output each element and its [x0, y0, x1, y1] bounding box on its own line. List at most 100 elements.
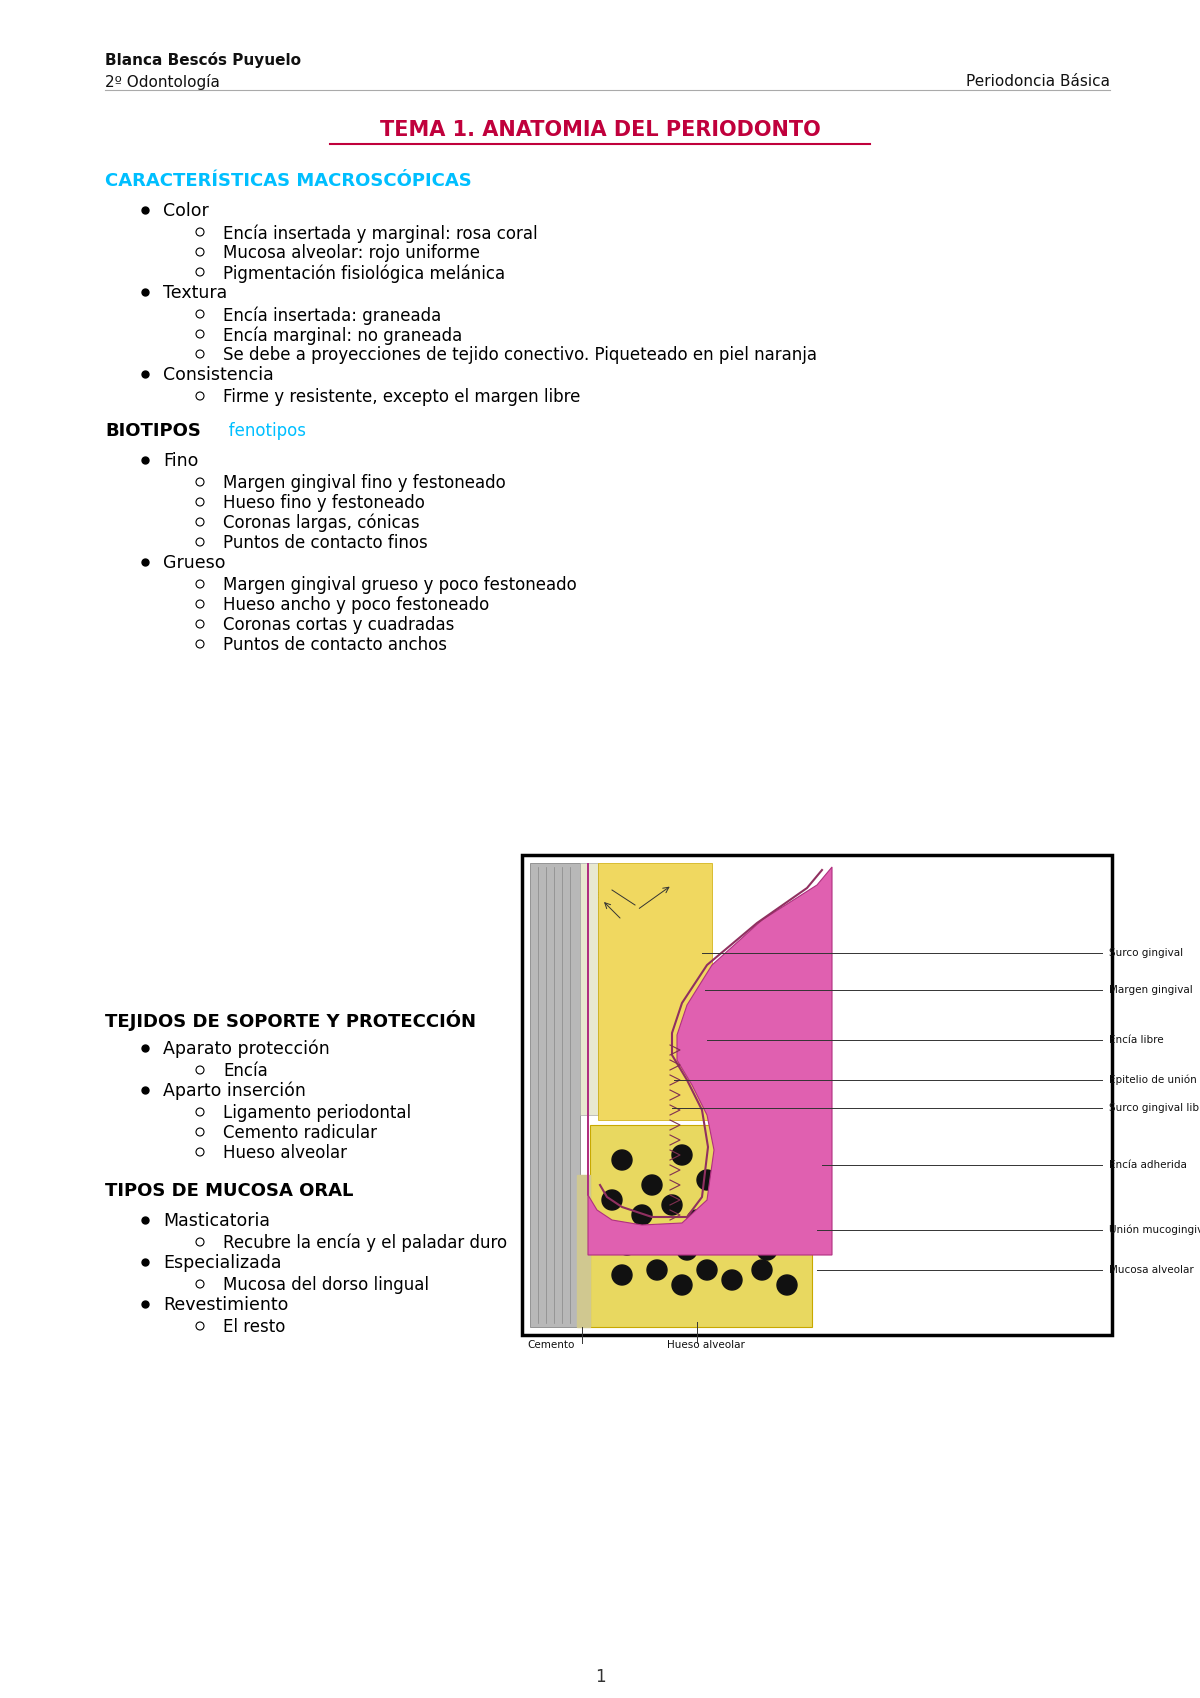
Circle shape	[672, 1275, 692, 1296]
Circle shape	[632, 1206, 652, 1224]
Text: Margen gingival: Margen gingival	[1109, 985, 1193, 995]
Text: Dentina: Dentina	[564, 874, 605, 885]
Circle shape	[196, 1280, 204, 1289]
Text: Fino: Fino	[163, 452, 198, 470]
Text: Textura: Textura	[163, 284, 227, 302]
Text: Coronas largas, cónicas: Coronas largas, cónicas	[223, 514, 420, 533]
Text: Ligamento periodontal: Ligamento periodontal	[223, 1104, 412, 1122]
Text: Coronas cortas y cuadradas: Coronas cortas y cuadradas	[223, 616, 455, 633]
Circle shape	[196, 1238, 204, 1246]
Text: Encía: Encía	[223, 1061, 268, 1080]
Circle shape	[677, 1240, 697, 1260]
Circle shape	[196, 538, 204, 547]
Circle shape	[196, 620, 204, 628]
Circle shape	[196, 228, 204, 236]
Polygon shape	[577, 1175, 590, 1328]
Circle shape	[196, 1127, 204, 1136]
Circle shape	[778, 1275, 797, 1296]
Bar	[530, 863, 580, 1328]
Circle shape	[757, 1240, 778, 1260]
Circle shape	[702, 1229, 722, 1250]
Circle shape	[196, 329, 204, 338]
Circle shape	[196, 1148, 204, 1156]
Circle shape	[782, 1200, 802, 1219]
Circle shape	[722, 1270, 742, 1290]
Circle shape	[712, 1190, 732, 1211]
Text: Unión mucogingival: Unión mucogingival	[1109, 1224, 1200, 1234]
Text: TEJIDOS DE SOPORTE Y PROTECCIÓN: TEJIDOS DE SOPORTE Y PROTECCIÓN	[106, 1010, 476, 1031]
Circle shape	[742, 1175, 762, 1195]
Bar	[580, 863, 598, 1116]
Circle shape	[612, 1265, 632, 1285]
Text: Encía marginal: no graneada: Encía marginal: no graneada	[223, 326, 462, 345]
Text: Mucosa alveolar: rojo uniforme: Mucosa alveolar: rojo uniforme	[223, 245, 480, 261]
Bar	[590, 1126, 812, 1328]
Circle shape	[196, 248, 204, 256]
Circle shape	[196, 640, 204, 649]
Text: Hueso alveolar: Hueso alveolar	[667, 1340, 745, 1350]
Text: Color: Color	[163, 202, 209, 221]
Text: BIOTIPOS: BIOTIPOS	[106, 423, 200, 440]
Text: Margen gingival grueso y poco festoneado: Margen gingival grueso y poco festoneado	[223, 576, 577, 594]
Text: Masticatoria: Masticatoria	[163, 1212, 270, 1229]
Text: 1: 1	[595, 1667, 605, 1686]
Circle shape	[602, 1190, 622, 1211]
Circle shape	[727, 1219, 746, 1240]
Circle shape	[722, 1150, 742, 1170]
Circle shape	[672, 1144, 692, 1165]
Text: Mucosa del dorso lingual: Mucosa del dorso lingual	[223, 1275, 430, 1294]
Text: Hueso alveolar: Hueso alveolar	[223, 1144, 347, 1161]
Circle shape	[697, 1170, 718, 1190]
Text: Puntos de contacto finos: Puntos de contacto finos	[223, 533, 427, 552]
Text: Recubre la encía y el paladar duro: Recubre la encía y el paladar duro	[223, 1234, 508, 1253]
Circle shape	[617, 1234, 637, 1255]
Circle shape	[196, 350, 204, 358]
Text: Consistencia: Consistencia	[163, 367, 274, 384]
Text: Encía libre: Encía libre	[1109, 1036, 1164, 1044]
Text: Mucosa alveolar: Mucosa alveolar	[1109, 1265, 1194, 1275]
Circle shape	[196, 599, 204, 608]
Circle shape	[686, 1211, 707, 1229]
Circle shape	[742, 1206, 762, 1224]
Text: Epitelio de unión: Epitelio de unión	[1109, 1075, 1196, 1085]
Text: Margen gingival fino y festoneado: Margen gingival fino y festoneado	[223, 474, 505, 492]
Circle shape	[612, 1150, 632, 1170]
Text: Se debe a proyecciones de tejido conectivo. Piqueteado en piel naranja: Se debe a proyecciones de tejido conecti…	[223, 346, 817, 363]
Circle shape	[642, 1175, 662, 1195]
Text: Especializada: Especializada	[163, 1255, 282, 1272]
Circle shape	[767, 1185, 787, 1206]
Text: Encía insertada: graneada: Encía insertada: graneada	[223, 306, 442, 324]
Circle shape	[196, 311, 204, 318]
Circle shape	[196, 498, 204, 506]
Text: Hueso fino y festoneado: Hueso fino y festoneado	[223, 494, 425, 513]
Circle shape	[196, 1066, 204, 1075]
Text: Hueso ancho y poco festoneado: Hueso ancho y poco festoneado	[223, 596, 490, 615]
Text: CARACTERÍSTICAS MACROSCÓPICAS: CARACTERÍSTICAS MACROSCÓPICAS	[106, 171, 472, 190]
Text: Firme y resistente, excepto el margen libre: Firme y resistente, excepto el margen li…	[223, 389, 581, 406]
Text: Revestimiento: Revestimiento	[163, 1296, 288, 1314]
Text: TIPOS DE MUCOSA ORAL: TIPOS DE MUCOSA ORAL	[106, 1182, 353, 1200]
Circle shape	[196, 581, 204, 588]
Text: TEMA 1. ANATOMIA DEL PERIODONTO: TEMA 1. ANATOMIA DEL PERIODONTO	[379, 121, 821, 139]
Text: Grueso: Grueso	[163, 554, 226, 572]
Circle shape	[196, 479, 204, 486]
Circle shape	[662, 1195, 682, 1216]
Circle shape	[752, 1260, 772, 1280]
Circle shape	[196, 392, 204, 401]
Circle shape	[196, 268, 204, 277]
Text: fenotipos: fenotipos	[214, 423, 306, 440]
Text: Esmalte: Esmalte	[590, 890, 632, 900]
Text: Cemento radicular: Cemento radicular	[223, 1124, 377, 1143]
Text: Cemento: Cemento	[527, 1340, 575, 1350]
Text: Surco gingival: Surco gingival	[1109, 947, 1183, 958]
Circle shape	[697, 1260, 718, 1280]
Text: Periodoncia Básica: Periodoncia Básica	[966, 75, 1110, 88]
Circle shape	[647, 1260, 667, 1280]
Bar	[598, 863, 712, 1121]
Circle shape	[196, 1323, 204, 1330]
Bar	[522, 856, 1112, 1335]
Text: Surco gingival libre: Surco gingival libre	[1109, 1104, 1200, 1112]
Text: Encía adherida: Encía adherida	[1109, 1160, 1187, 1170]
Circle shape	[196, 1109, 204, 1116]
Circle shape	[767, 1155, 787, 1175]
